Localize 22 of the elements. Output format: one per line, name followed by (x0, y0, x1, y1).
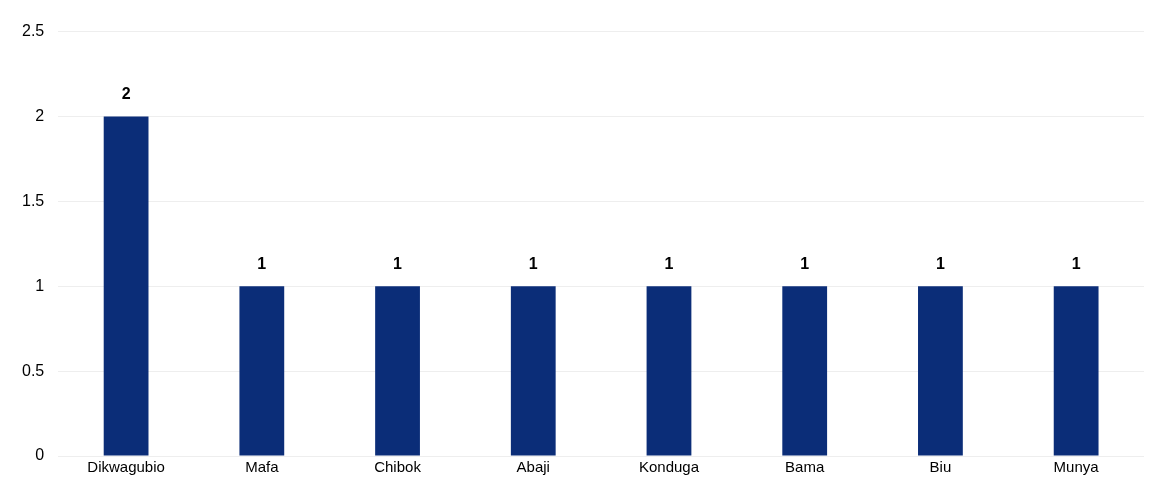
x-tick-label: Konduga (638, 458, 700, 476)
x-tick-label: Biu (929, 458, 952, 476)
data-label: 2 (121, 84, 131, 102)
data-label: 1 (800, 254, 810, 272)
x-tick-label: Dikwagubio (87, 458, 165, 476)
data-label: 1 (664, 254, 674, 272)
y-tick-label: 1 (35, 276, 45, 294)
x-tick-label: Bama (785, 458, 825, 476)
x-tick-label: Abaji (516, 458, 550, 476)
y-tick-label: 2 (35, 106, 45, 124)
y-tick-label: 2.5 (21, 22, 45, 40)
data-label: 1 (528, 254, 538, 272)
y-tick-label: 0.5 (21, 361, 45, 379)
data-label: 1 (257, 254, 267, 272)
data-label: 1 (393, 254, 403, 272)
y-tick-label: 1.5 (21, 191, 45, 209)
y-tick-label: 0 (35, 446, 45, 464)
x-tick-label: Mafa (245, 458, 280, 476)
x-tick-label: Munya (1053, 458, 1100, 476)
data-label: 1 (935, 254, 945, 272)
data-label: 1 (1071, 254, 1081, 272)
x-tick-label: Chibok (374, 458, 422, 476)
